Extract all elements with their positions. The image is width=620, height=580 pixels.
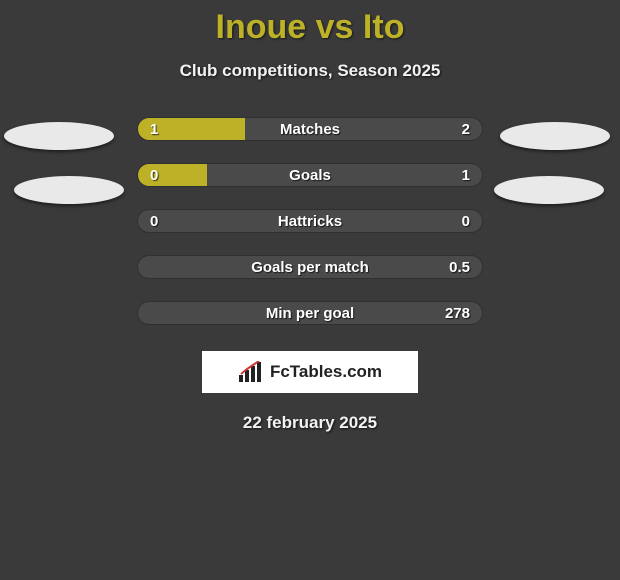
stat-label: Hattricks bbox=[138, 210, 482, 232]
bar-fill-left bbox=[138, 164, 207, 186]
stat-row: Min per goal278 bbox=[137, 301, 483, 325]
page-title: Inoue vs Ito bbox=[0, 0, 620, 47]
player-photo-placeholder bbox=[494, 176, 604, 204]
bar-fill-left bbox=[138, 118, 245, 140]
vs-word: vs bbox=[316, 8, 354, 46]
subtitle-text: Club competitions, Season 2025 bbox=[180, 61, 441, 80]
stat-row: Goals01 bbox=[137, 163, 483, 187]
player-photo-placeholder bbox=[4, 122, 114, 150]
stat-value-right: 0 bbox=[462, 210, 470, 232]
stat-row: Matches12 bbox=[137, 117, 483, 141]
stat-row: Hattricks0 0 bbox=[137, 209, 483, 233]
date-text: 22 february 2025 bbox=[0, 413, 620, 433]
stat-value-right: 278 bbox=[445, 302, 470, 324]
stat-label: Min per goal bbox=[138, 302, 482, 324]
stat-value-right: 2 bbox=[462, 118, 470, 140]
logo-box: FcTables.com bbox=[202, 351, 418, 393]
player-a-name: Inoue bbox=[216, 8, 307, 46]
logo-text: FcTables.com bbox=[270, 362, 382, 382]
bars-icon bbox=[238, 361, 264, 383]
stat-value-right: 1 bbox=[462, 164, 470, 186]
player-b-name: Ito bbox=[363, 8, 405, 46]
stat-value-right: 0.5 bbox=[449, 256, 470, 278]
subtitle: Club competitions, Season 2025 bbox=[0, 61, 620, 81]
player-photo-placeholder bbox=[14, 176, 124, 204]
stat-row: Goals per match0.5 bbox=[137, 255, 483, 279]
comparison-chart: Matches12 Goals01 Hattricks0 0 Goals per mat… bbox=[137, 117, 483, 325]
stat-label: Goals per match bbox=[138, 256, 482, 278]
stat-value-left: 0 bbox=[150, 210, 158, 232]
player-photo-placeholder bbox=[500, 122, 610, 150]
date-value: 22 february 2025 bbox=[243, 413, 377, 432]
